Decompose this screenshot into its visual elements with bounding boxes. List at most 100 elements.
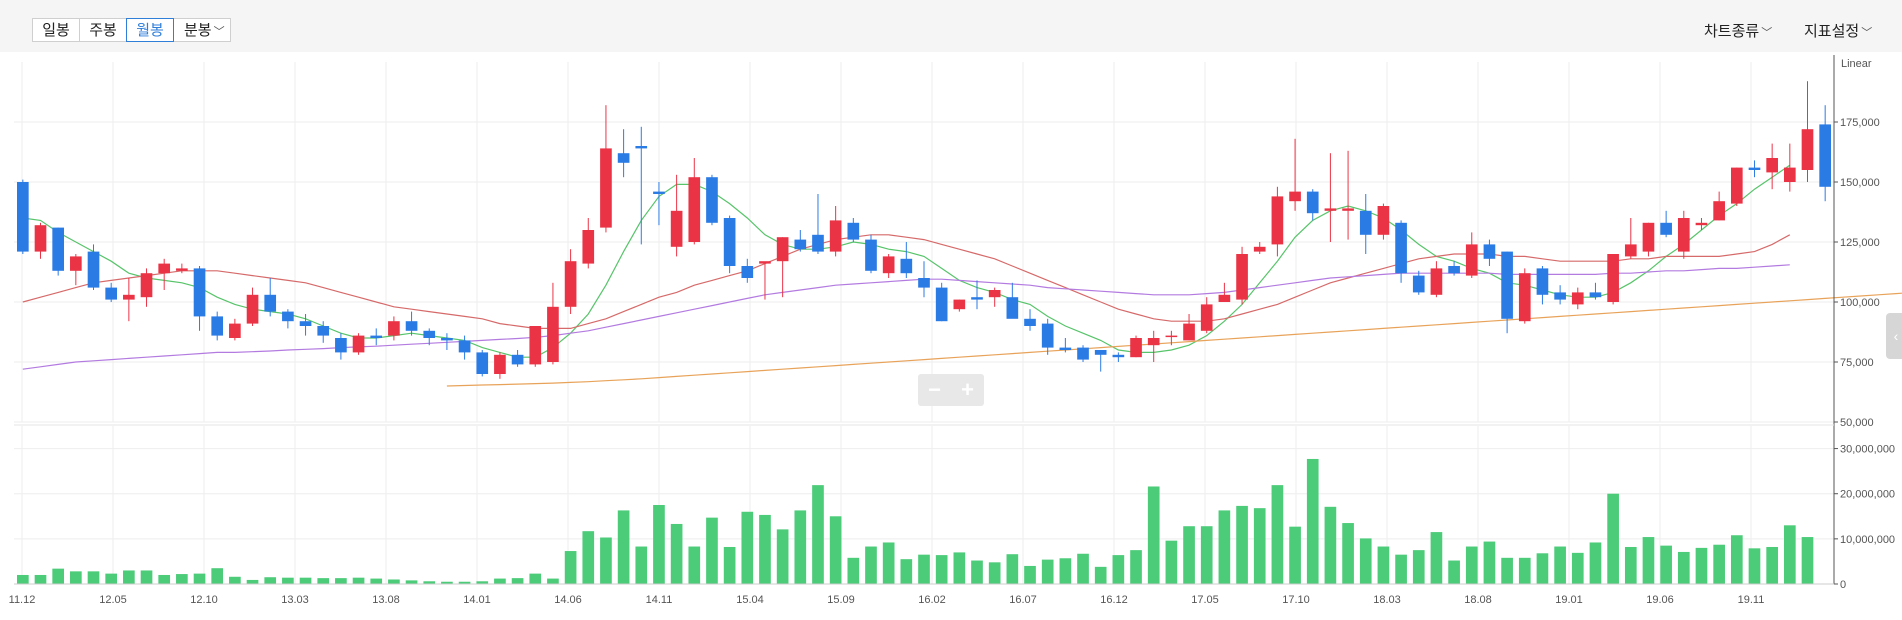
volume-bar xyxy=(229,576,241,584)
scale-label[interactable]: Linear xyxy=(1841,58,1872,70)
candle-body xyxy=(1041,323,1054,348)
volume-bar xyxy=(423,581,436,584)
candle xyxy=(1766,143,1778,190)
volume-bar xyxy=(494,578,506,584)
candle xyxy=(1342,150,1354,240)
period-tab-monthly[interactable]: 월봉 xyxy=(126,18,174,42)
candle xyxy=(1554,285,1566,305)
candle xyxy=(547,282,559,365)
candle xyxy=(865,234,877,274)
candle xyxy=(1518,268,1531,324)
candle-body xyxy=(246,294,259,324)
candle xyxy=(706,174,718,226)
candle xyxy=(1236,246,1248,305)
candle xyxy=(617,129,630,178)
volume-bar xyxy=(105,573,118,584)
volume-bar xyxy=(865,546,877,584)
candle xyxy=(1395,220,1407,283)
candle xyxy=(405,311,418,336)
candle-body xyxy=(1501,251,1513,319)
candle-body xyxy=(988,290,1001,298)
candle-body xyxy=(1342,208,1354,211)
candle-body xyxy=(1448,266,1460,274)
volume-bar xyxy=(971,560,983,584)
price-tick-label: 150,000 xyxy=(1840,177,1880,189)
candle xyxy=(246,287,259,326)
period-tab-minute[interactable]: 분봉 ﹀ xyxy=(173,18,231,42)
candle-body xyxy=(1730,167,1743,204)
candle xyxy=(1253,242,1266,254)
volume-bar xyxy=(299,577,312,584)
candle xyxy=(1041,318,1054,355)
volume-bar xyxy=(1183,526,1195,584)
volume-bar xyxy=(847,557,860,584)
date-tick-label: 17.05 xyxy=(1191,594,1219,606)
candle-body xyxy=(1801,129,1814,170)
candle-body xyxy=(299,321,312,326)
volume-bar xyxy=(246,579,259,584)
candle-body xyxy=(688,177,701,242)
candle xyxy=(1377,203,1390,240)
volume-bar xyxy=(1324,506,1337,584)
candle-body xyxy=(1483,244,1496,259)
candle xyxy=(140,268,153,307)
side-panel-toggle[interactable]: ‹ xyxy=(1886,313,1902,359)
volume-bar xyxy=(1059,558,1072,584)
candle xyxy=(1501,251,1513,334)
volume-bar xyxy=(1236,505,1248,584)
candle-body xyxy=(935,287,948,322)
date-tick-label: 18.08 xyxy=(1464,594,1492,606)
volume-bar xyxy=(1342,523,1354,584)
volume-bar xyxy=(1801,537,1814,584)
candle-body xyxy=(1236,254,1248,300)
candle-body xyxy=(706,177,718,223)
candle xyxy=(688,158,701,245)
candle xyxy=(158,258,171,290)
volume-bar xyxy=(17,574,29,584)
candle xyxy=(723,215,736,274)
candle-body xyxy=(105,287,118,300)
candle xyxy=(1130,335,1142,358)
candle xyxy=(352,333,365,355)
candle xyxy=(600,105,612,233)
candle-body xyxy=(87,251,100,288)
candle-body xyxy=(123,294,135,300)
indicator-settings-menu[interactable]: 지표설정 ﹀ xyxy=(1804,20,1872,41)
volume-bar xyxy=(1024,565,1036,584)
candle-body xyxy=(1077,347,1089,360)
candle-body xyxy=(282,311,294,322)
candle xyxy=(1218,282,1231,302)
zoom-out-button[interactable]: − xyxy=(928,377,941,402)
candle xyxy=(17,179,29,254)
candle xyxy=(776,237,789,298)
chart-type-label: 차트종류 xyxy=(1704,23,1760,40)
candle-body xyxy=(405,321,418,331)
candle-body xyxy=(1677,218,1690,252)
candle xyxy=(1713,191,1725,221)
price-tick-label: 50,000 xyxy=(1840,417,1874,429)
volume-bar xyxy=(176,574,188,584)
candle-body xyxy=(1395,222,1407,274)
period-tab-daily[interactable]: 일봉 xyxy=(32,18,80,42)
date-tick-label: 19.01 xyxy=(1555,594,1583,606)
chart-type-menu[interactable]: 차트종류 ﹀ xyxy=(1704,20,1772,41)
volume-bar xyxy=(688,546,701,584)
candle xyxy=(829,206,842,257)
candle xyxy=(1306,189,1319,221)
candle xyxy=(476,350,489,377)
candle xyxy=(564,249,577,314)
candle xyxy=(1624,218,1637,259)
candle xyxy=(1730,167,1743,206)
volume-bar xyxy=(723,546,736,584)
volume-bar xyxy=(582,531,595,584)
candle-body xyxy=(1819,124,1831,187)
candle xyxy=(441,333,453,350)
candle-body xyxy=(1094,350,1107,355)
candle xyxy=(423,328,436,346)
candle xyxy=(87,244,100,290)
zoom-control: − + xyxy=(918,374,984,406)
zoom-in-button[interactable]: + xyxy=(961,377,974,402)
candle-body xyxy=(847,222,860,240)
candle-body xyxy=(1377,206,1390,235)
